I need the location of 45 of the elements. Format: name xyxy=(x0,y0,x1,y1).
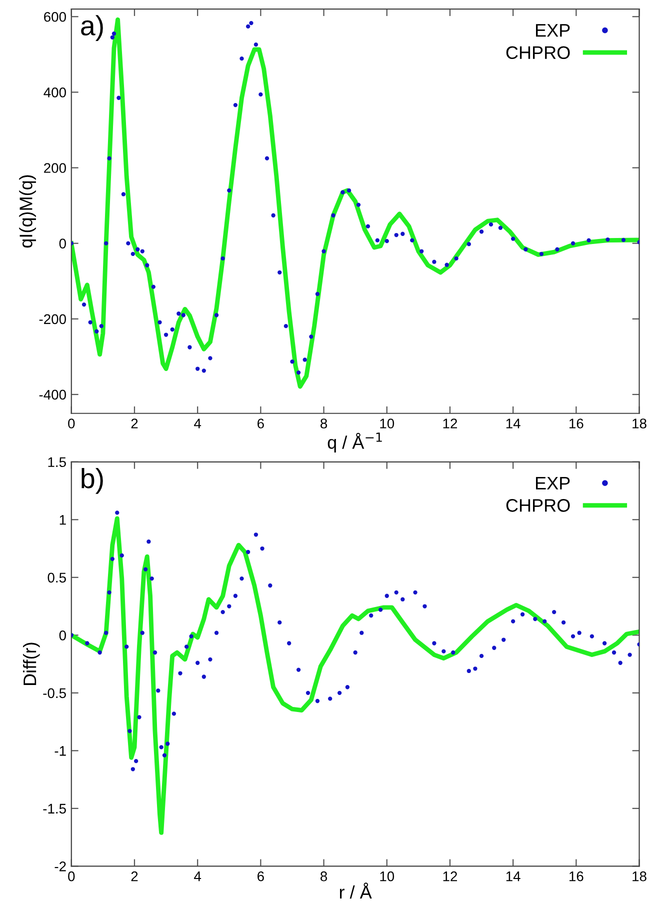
y-tick-label: -200 xyxy=(39,314,66,324)
y-tick-label: 1 xyxy=(60,515,66,525)
y-tick-label: -1 xyxy=(54,746,66,756)
x-tick-label: 18 xyxy=(632,418,646,428)
y-tick-label: 0 xyxy=(59,630,66,640)
x-tick-label: 14 xyxy=(506,872,520,882)
x-tick-label: 6 xyxy=(258,418,264,428)
x-tick-label: 16 xyxy=(570,871,584,882)
y-tick-label: 1.5 xyxy=(48,457,66,468)
x-tick-label: 12 xyxy=(443,871,457,882)
x-tick-label: 10 xyxy=(380,871,394,882)
y-tick-label: 0 xyxy=(59,238,66,249)
y-axis-title: Diff(r) xyxy=(22,642,40,685)
x-tick-label: 16 xyxy=(570,418,584,428)
annotation: b) xyxy=(82,468,103,494)
x-tick-label: 14 xyxy=(506,418,520,428)
y-tick-label: 400 xyxy=(44,88,66,98)
legend-label: CHPRO xyxy=(506,499,570,512)
x-axis-title: r / Å xyxy=(340,882,372,899)
y-tick-label: 600 xyxy=(44,12,66,22)
x-tick-label: 8 xyxy=(320,871,328,882)
x-tick-label: 4 xyxy=(194,872,202,882)
x-tick-label: 4 xyxy=(194,418,202,428)
x-axis-title: q / Å$^{−1}$ xyxy=(328,432,382,452)
x-tick-label: 18 xyxy=(632,871,646,882)
line-series xyxy=(71,516,640,835)
x-tick-label: 2 xyxy=(131,871,138,882)
y-tick-label: -1.5 xyxy=(43,804,66,814)
legend-label: EXP xyxy=(536,476,570,490)
y-tick-label: 0.5 xyxy=(48,572,66,583)
y-tick-label: -2 xyxy=(54,862,66,872)
x-tick-label: 0 xyxy=(68,418,75,428)
legend-label: CHPRO xyxy=(506,46,570,60)
x-tick-label: 12 xyxy=(443,418,457,428)
x-tick-label: 6 xyxy=(258,871,264,882)
y-tick-label: -0.5 xyxy=(43,688,66,698)
x-tick-label: 2 xyxy=(131,418,138,428)
x-tick-label: 10 xyxy=(380,418,394,428)
y-axis-title: qI(q)M(q) xyxy=(19,175,36,248)
x-tick-label: 0 xyxy=(68,871,75,882)
y-tick-label: 200 xyxy=(44,163,66,173)
annotation: a) xyxy=(81,15,103,42)
x-tick-label: 8 xyxy=(320,418,328,428)
y-tick-label: -400 xyxy=(39,390,66,400)
legend-label: EXP xyxy=(536,24,570,37)
